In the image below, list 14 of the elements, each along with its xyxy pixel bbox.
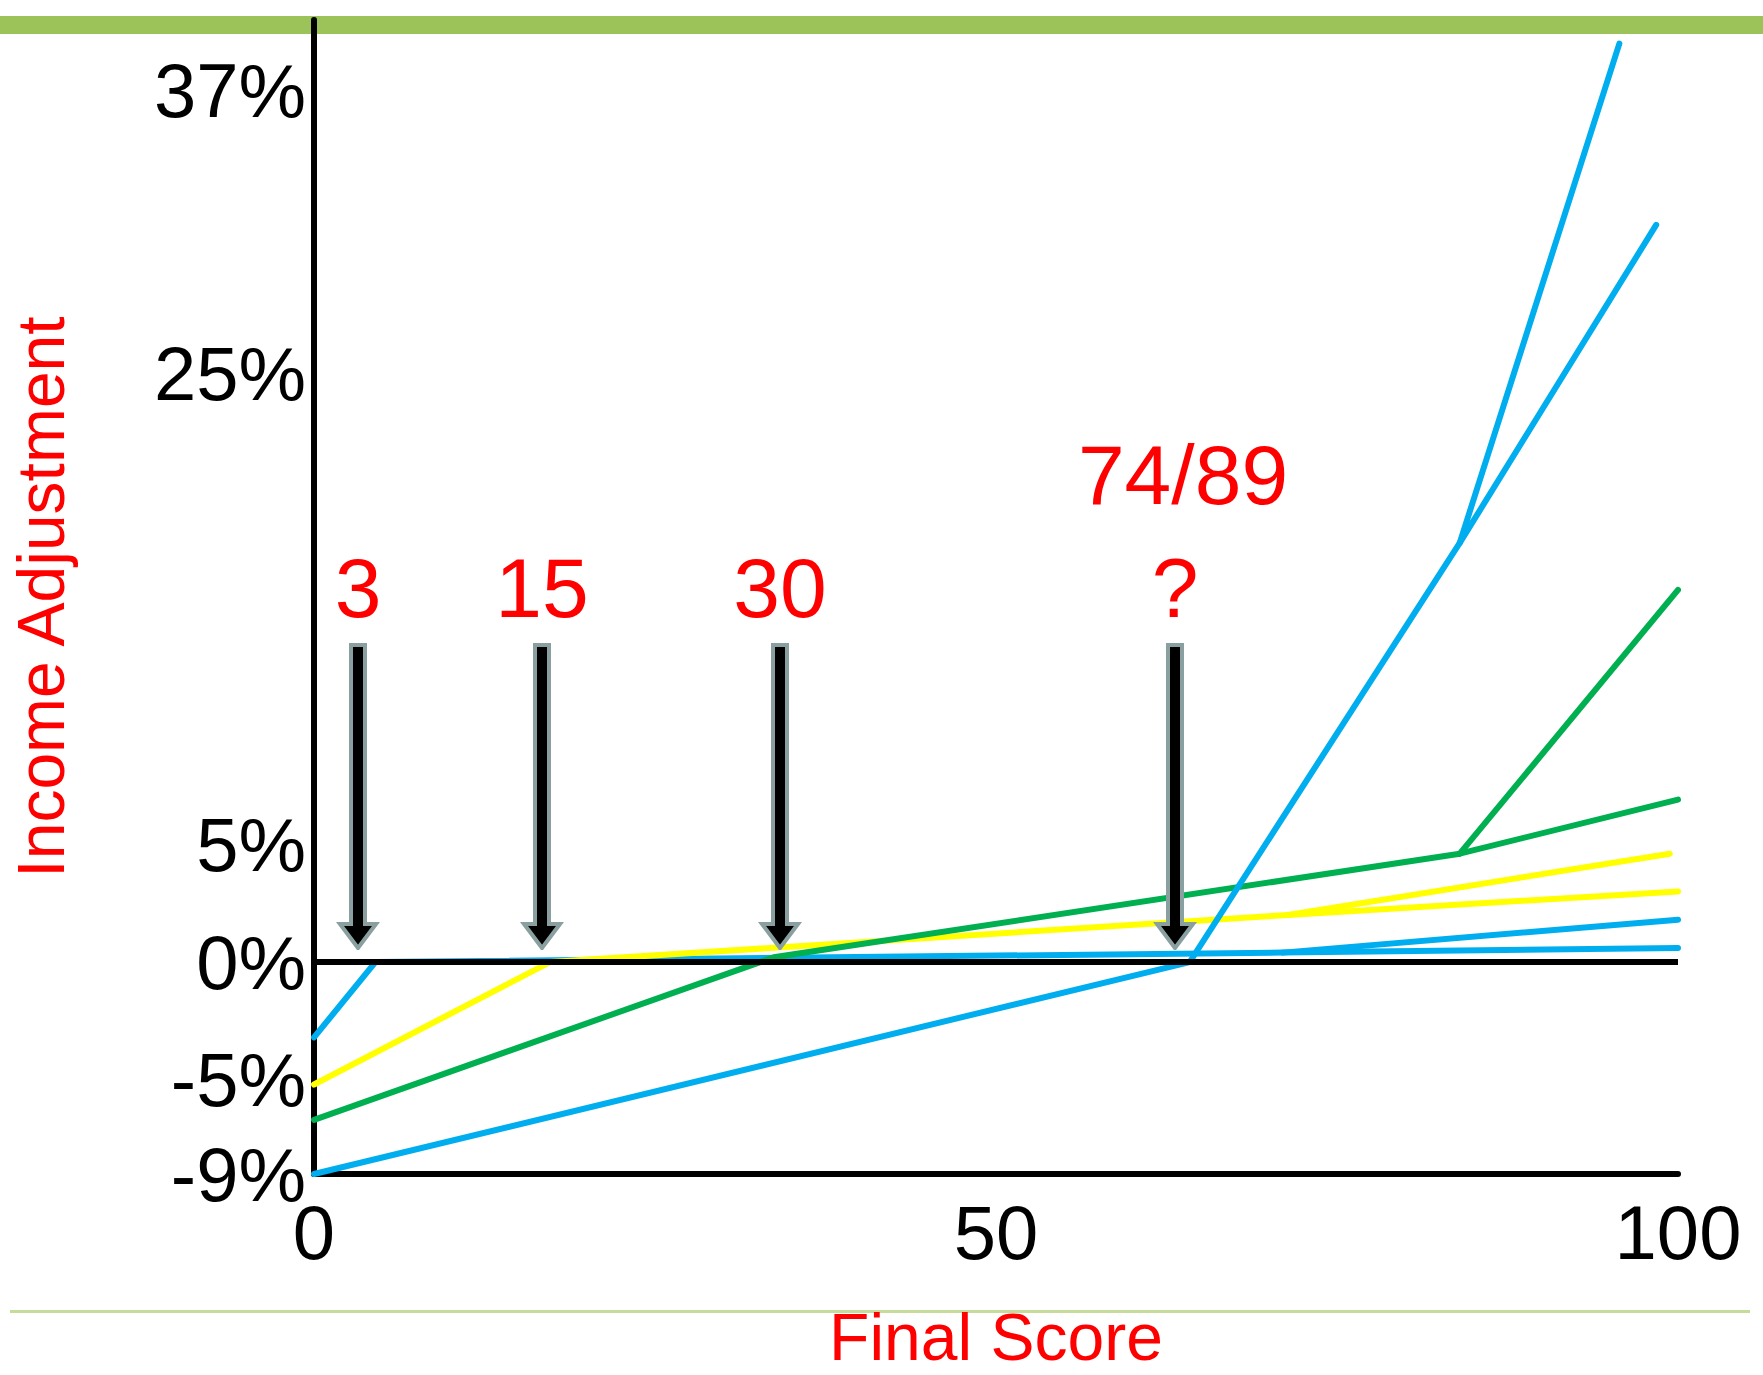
y-tick-label: 37% — [153, 48, 306, 134]
x-tick-label: 100 — [1614, 1189, 1742, 1275]
annotation: 74/89 — [1077, 428, 1289, 522]
annotation: 30 — [733, 541, 827, 635]
annotation: 15 — [495, 541, 589, 635]
annotation: ? — [1151, 541, 1199, 635]
x-axis-title: Final Score — [829, 1300, 1163, 1374]
y-tick-label: 25% — [153, 330, 306, 416]
x-tick-label: 50 — [953, 1189, 1039, 1275]
y-axis-title: Income Adjustment — [4, 316, 78, 878]
y-tick-label: -5% — [170, 1037, 306, 1123]
annotation: 3 — [334, 541, 382, 635]
y-tick-label: 0% — [196, 919, 306, 1005]
y-tick-label: 5% — [196, 801, 306, 887]
